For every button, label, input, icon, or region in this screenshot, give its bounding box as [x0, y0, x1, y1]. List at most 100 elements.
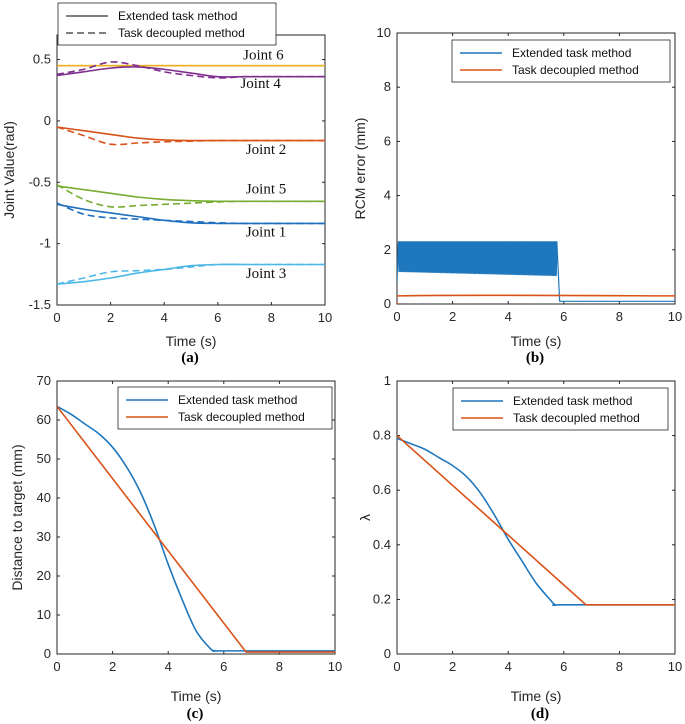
- series-group-b: [397, 241, 675, 304]
- x-tick-label: 2: [449, 659, 456, 674]
- x-tick-label: 8: [268, 310, 275, 325]
- series-task-decoupled: [397, 294, 675, 304]
- x-tick-label: 8: [616, 309, 623, 324]
- x-tick-label: 0: [53, 310, 60, 325]
- x-tick-label: 2: [107, 310, 114, 325]
- x-tick-label: 4: [505, 309, 512, 324]
- y-tick-label: 70: [37, 373, 51, 388]
- series-extended-task: [397, 241, 675, 302]
- y-tick-label: 0.8: [373, 428, 391, 443]
- series-group-c: [57, 405, 335, 653]
- series-extended-task: [397, 437, 675, 607]
- series-task-decoupled: [57, 405, 335, 653]
- y-tick-label: 0: [384, 296, 391, 311]
- y-tick-label: 2: [384, 242, 391, 257]
- x-axis-label: Time (s): [511, 688, 562, 704]
- joint-annotation: Joint 1: [246, 224, 286, 240]
- legend-box-b: [451, 39, 671, 83]
- legend-label: Extended task method: [512, 46, 631, 60]
- y-tick-label: 0.2: [373, 591, 391, 606]
- series-joint2-dashed: [57, 126, 325, 146]
- x-tick-label: 2: [109, 659, 116, 674]
- legend-box-c: [117, 386, 333, 430]
- x-tick-label: 6: [214, 310, 221, 325]
- series-task-decoupled: [397, 435, 675, 606]
- x-tick-label: 4: [165, 659, 172, 674]
- x-tick-label: 10: [668, 309, 682, 324]
- x-tick-label: 4: [505, 659, 512, 674]
- legend-label: Task decoupled method: [178, 410, 305, 424]
- legend-box-a: [57, 2, 277, 46]
- y-tick-label: 0.5: [33, 52, 51, 67]
- axes-box-a: [56, 34, 326, 306]
- joint-annotation: Joint 2: [246, 142, 286, 158]
- y-tick-label: 6: [384, 133, 391, 148]
- chart-b: 0 2 4 6 8 10 0 2 4 6 8 10 Time (s) RCM error (mm) Exte…: [352, 25, 682, 366]
- x-tick-label: 8: [616, 659, 623, 674]
- subfigure-caption: (d): [531, 706, 549, 722]
- series-joint5-dashed: [57, 184, 325, 208]
- subfigure-caption: (b): [526, 350, 544, 366]
- y-tick-label: -1.5: [29, 297, 51, 312]
- x-tick-label: 4: [161, 310, 168, 325]
- y-tick-label: 20: [37, 568, 51, 583]
- x-tick-label: 10: [318, 310, 332, 325]
- legend-box-d: [452, 387, 669, 431]
- x-tick-label: 0: [53, 659, 60, 674]
- series-joint3-dashed: [57, 263, 325, 285]
- x-axis-label: Time (s): [166, 333, 217, 349]
- y-tick-label: 30: [37, 529, 51, 544]
- legend-label: Task decoupled method: [118, 26, 245, 40]
- x-tick-label: 0: [393, 659, 400, 674]
- y-tick-label: 0: [44, 113, 51, 128]
- series-joint4-dashed: [57, 61, 325, 79]
- y-axis-label: λ: [357, 514, 373, 521]
- y-tick-label: 8: [384, 79, 391, 94]
- y-tick-label: -0.5: [29, 174, 51, 189]
- y-tick-label: 10: [37, 607, 51, 622]
- series-group-a: [57, 61, 325, 285]
- x-axis-label: Time (s): [171, 688, 222, 704]
- y-tick-label: 0.6: [373, 482, 391, 497]
- legend-label: Task decoupled method: [512, 63, 639, 77]
- y-tick-label: 0: [44, 646, 51, 661]
- x-tick-label: 0: [393, 309, 400, 324]
- y-tick-label: 1: [384, 373, 391, 388]
- x-tick-label: 6: [560, 309, 567, 324]
- y-tick-label: 4: [384, 188, 391, 203]
- y-tick-label: 10: [377, 25, 391, 40]
- x-tick-label: 10: [668, 659, 682, 674]
- y-tick-label: 50: [37, 451, 51, 466]
- x-tick-label: 6: [560, 659, 567, 674]
- series-group-d: [397, 435, 675, 607]
- joint-annotation: Joint 6: [243, 48, 284, 64]
- chart-c: 0 2 4 6 8 10 0 10 20 30 40 50 60 70 Time (s) Distance t…: [9, 373, 342, 722]
- y-axis-label: RCM error (mm): [352, 118, 368, 220]
- series-joint1-dashed: [57, 202, 325, 225]
- x-tick-label: 2: [449, 309, 456, 324]
- x-tick-label: 10: [328, 659, 342, 674]
- joint-annotation: Joint 5: [246, 181, 286, 197]
- x-tick-label: 8: [276, 659, 283, 674]
- subfigure-caption: (c): [187, 706, 204, 722]
- y-tick-label: 40: [37, 490, 51, 505]
- y-tick-label: 0.4: [373, 537, 391, 552]
- chart-a: 0 2 4 6 8 10 -1.5 -1 -0.5 0 0.5 Time (s) Joint Value…: [1, 2, 332, 366]
- joint-annotation: Joint 4: [240, 76, 281, 92]
- x-axis-label: Time (s): [511, 333, 562, 349]
- y-tick-label: 60: [37, 412, 51, 427]
- legend-label: Extended task method: [513, 394, 632, 408]
- y-axis-label: Distance to target (mm): [9, 444, 25, 590]
- x-tick-label: 6: [220, 659, 227, 674]
- series-extended-task: [57, 405, 335, 652]
- legend-label: Extended task method: [178, 393, 297, 407]
- legend-label: Task decoupled method: [513, 411, 640, 425]
- y-axis-label: Joint Value(rad): [1, 121, 17, 219]
- y-tick-label: -1: [39, 236, 51, 251]
- legend-label: Extended task method: [118, 9, 237, 23]
- y-tick-label: 0: [384, 646, 391, 661]
- joint-annotation: Joint 3: [246, 266, 286, 282]
- subfigure-caption: (a): [181, 350, 199, 366]
- chart-d: 0 2 4 6 8 10 0 0.2 0.4 0.6 0.8 1 Time (s) λ Extended t…: [357, 373, 682, 722]
